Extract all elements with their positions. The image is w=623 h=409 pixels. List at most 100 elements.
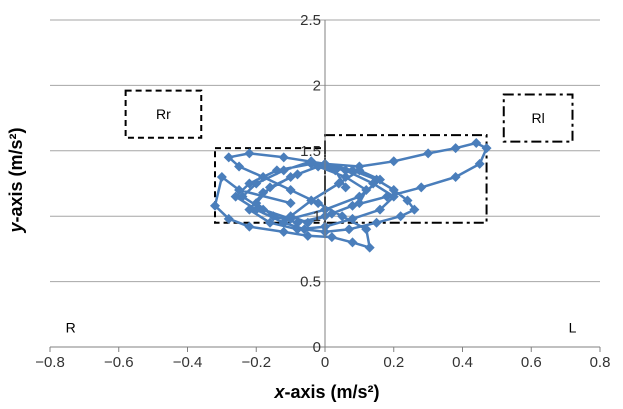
data-point: [354, 165, 365, 176]
y-tick-label: 0.5: [300, 274, 321, 291]
data-point: [340, 182, 351, 193]
data-point: [237, 191, 248, 202]
data-point: [278, 217, 289, 228]
data-point: [423, 148, 434, 159]
data-point: [306, 195, 317, 206]
axes: [49, 20, 601, 352]
data-point: [361, 185, 372, 196]
data-point: [258, 171, 269, 182]
data-point: [216, 171, 227, 182]
region-label: Rr: [156, 106, 171, 122]
data-point: [337, 211, 348, 222]
x-tick-label: −0.2: [241, 354, 271, 371]
data-point: [285, 213, 296, 224]
data-point: [251, 178, 262, 189]
data-point: [371, 217, 382, 228]
data-point: [402, 195, 413, 206]
data-point: [375, 204, 385, 215]
data-point: [210, 200, 220, 211]
regions: Rr Rl: [124, 89, 574, 224]
data-point: [285, 198, 296, 209]
x-tick-label: −0.8: [35, 354, 65, 371]
data-point: [244, 148, 255, 159]
data-point: [409, 204, 420, 215]
x-tick-label: 0.8: [590, 354, 611, 371]
data-point: [481, 143, 492, 154]
data-point: [251, 198, 262, 209]
data-point: [244, 178, 255, 189]
x-tick-label: 0: [321, 354, 329, 371]
region-box: [324, 134, 488, 224]
x-tick-labels: −0.8 −0.6 −0.4 −0.2 0 0.2 0.4 0.6 0.8: [35, 354, 610, 371]
x-axis-title: x-axis (m/s²): [273, 382, 379, 402]
data-point: [285, 171, 296, 182]
data-point: [265, 217, 275, 228]
y-tick-label: 2: [313, 77, 321, 94]
side-annotation: L: [569, 319, 577, 335]
region-label: Rl: [532, 110, 545, 126]
data-point: [265, 182, 275, 193]
x-tick-label: 0.2: [383, 354, 404, 371]
data-point: [326, 208, 337, 219]
side-annotation: R: [66, 319, 76, 335]
data-point: [354, 198, 365, 209]
data-point: [234, 161, 245, 172]
data-point: [292, 217, 303, 228]
data-point: [450, 143, 461, 154]
data-point: [271, 165, 282, 176]
data-point: [333, 178, 344, 189]
data-point: [395, 211, 406, 222]
data-point: [278, 165, 289, 176]
data-point: [474, 158, 485, 169]
y-tick-label: 1: [313, 208, 321, 225]
data-point: [375, 174, 385, 185]
data-point: [344, 224, 355, 235]
data-point: [388, 185, 399, 196]
x-tick-label: 0.6: [521, 354, 542, 371]
data-point: [450, 171, 461, 182]
data-point: [302, 217, 313, 228]
region-box: [124, 89, 203, 139]
data-point: [258, 204, 269, 215]
x-axis-title-rest: -axis (m/s²): [284, 382, 379, 402]
data-point: [340, 171, 351, 182]
y-axis-title: y-axis (m/s²): [6, 127, 26, 233]
data-point: [340, 165, 351, 176]
series: [210, 137, 492, 253]
data-point: [278, 226, 289, 237]
data-point: [471, 137, 482, 148]
data-point: [381, 191, 392, 202]
data-point: [416, 182, 427, 193]
y-tick-label: 0: [313, 339, 321, 356]
data-point: [388, 191, 399, 202]
data-point: [251, 204, 262, 215]
data-point: [278, 152, 289, 163]
data-point: [313, 161, 324, 172]
x-tick-label: −0.4: [173, 354, 203, 371]
data-point: [230, 191, 241, 202]
region-box: [214, 147, 326, 224]
data-point: [347, 165, 358, 176]
y-tick-labels: 0 0.5 1 1.5 2 2.5: [300, 12, 321, 356]
data-point: [361, 224, 372, 235]
data-point: [292, 224, 303, 235]
data-point: [244, 204, 255, 215]
data-point: [368, 178, 379, 189]
data-point: [354, 191, 365, 202]
data-point: [306, 156, 317, 167]
data-point: [223, 152, 234, 163]
data-point: [326, 232, 337, 243]
y-tick-label: 1.5: [300, 143, 321, 160]
x-axis-title-italic: x: [273, 382, 285, 402]
data-point: [285, 185, 296, 196]
data-point: [347, 237, 358, 248]
data-point: [364, 242, 375, 253]
y-axis-title-rest: -axis (m/s²): [6, 127, 26, 222]
y-tick-label: 2.5: [300, 12, 321, 29]
data-point: [258, 187, 269, 198]
data-point: [244, 221, 255, 232]
x-tick-label: −0.6: [104, 354, 134, 371]
x-tick-label: 0.4: [452, 354, 473, 371]
y-axis-title-italic: y: [6, 222, 26, 234]
